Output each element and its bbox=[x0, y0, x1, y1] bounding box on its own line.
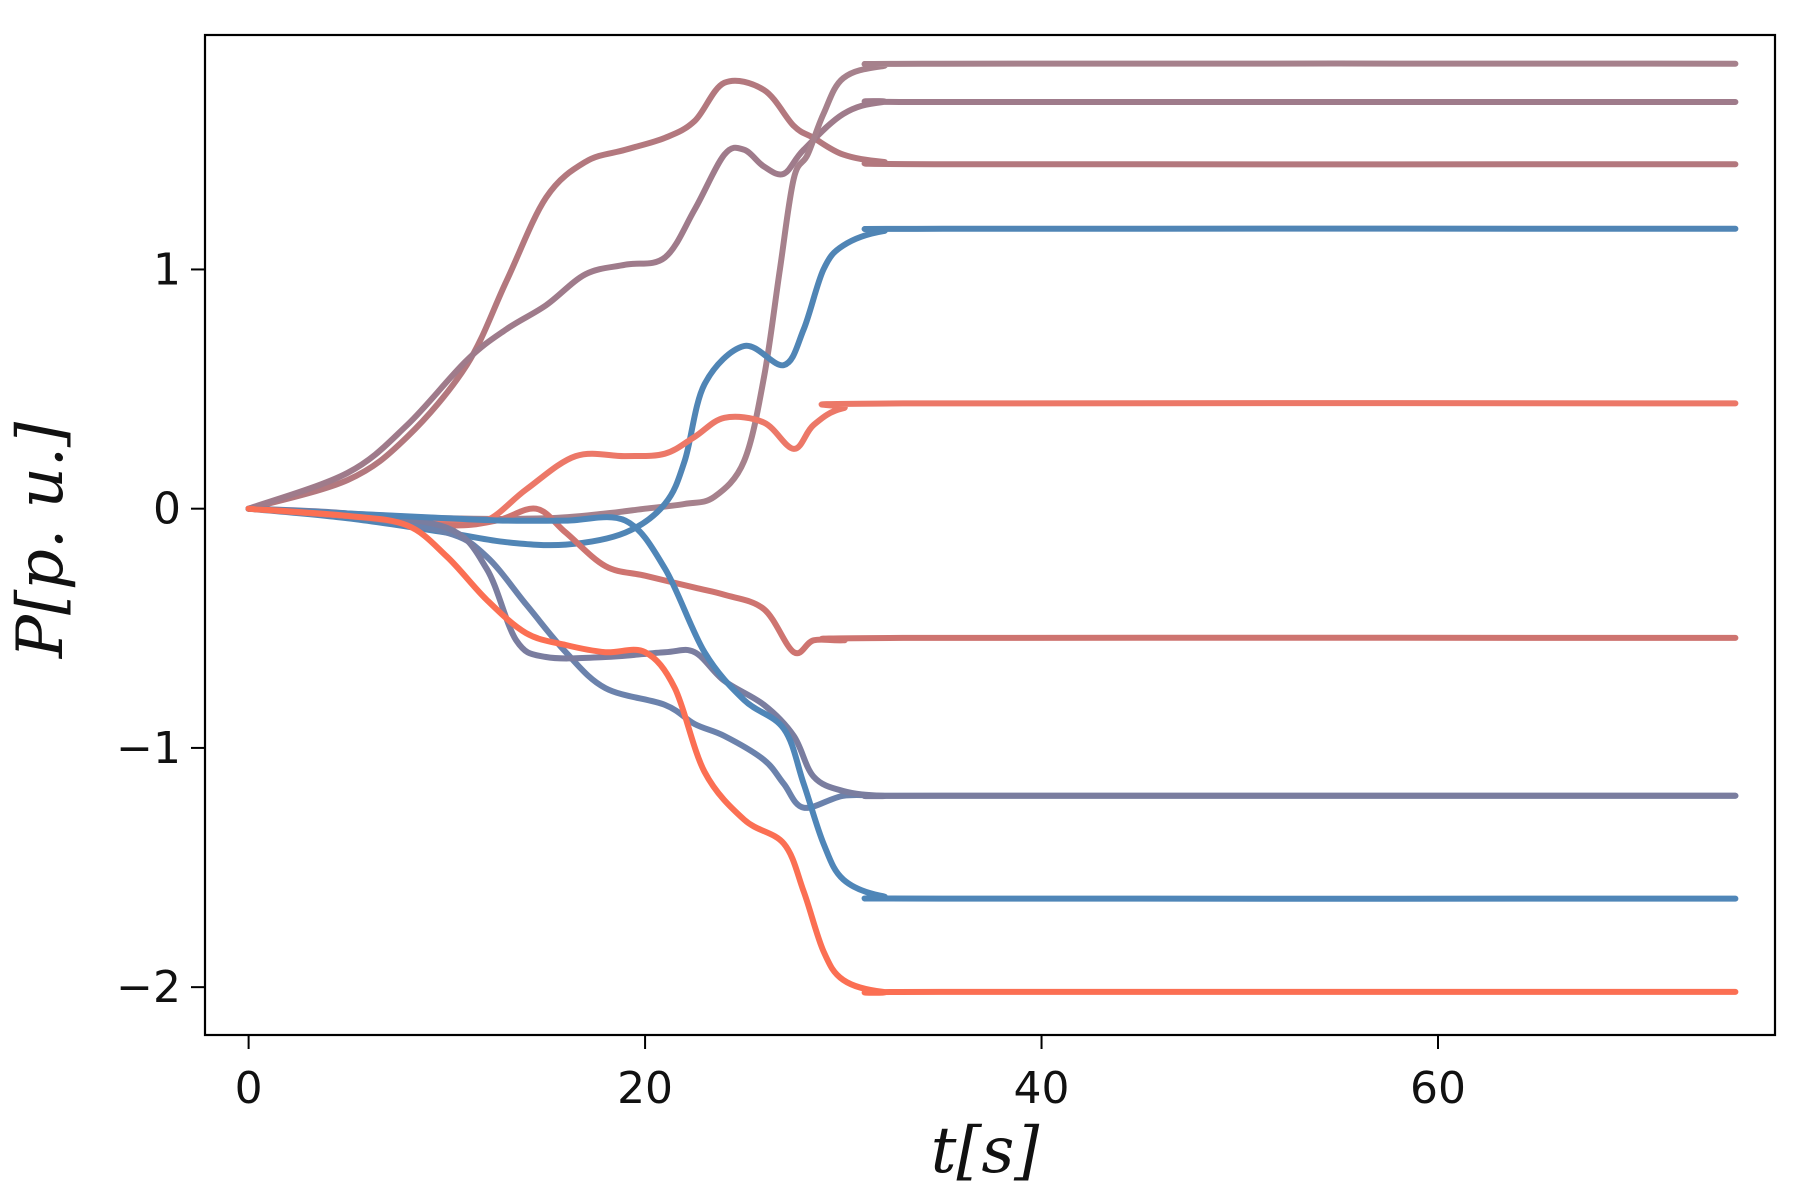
series-line-2 bbox=[245, 98, 1739, 512]
x-axis: 0 20 40 60 bbox=[235, 1035, 1466, 1114]
x-tick-label: 20 bbox=[617, 1063, 673, 1114]
x-tick-label: 0 bbox=[235, 1063, 263, 1114]
series-line-8 bbox=[245, 505, 1739, 800]
series-line-4 bbox=[245, 225, 1739, 549]
x-axis-label: t[s] bbox=[931, 1114, 1041, 1188]
series-line-7 bbox=[245, 505, 1739, 811]
y-tick-label: 1 bbox=[153, 244, 181, 295]
y-axis: −2 −1 0 1 bbox=[116, 244, 205, 1013]
plot-frame bbox=[203, 33, 1777, 1037]
x-tick-label: 60 bbox=[1410, 1063, 1466, 1114]
series-line-5 bbox=[245, 400, 1739, 528]
series-line-3 bbox=[245, 60, 1739, 522]
y-tick-label: 0 bbox=[153, 484, 181, 535]
y-tick-label: −2 bbox=[116, 962, 181, 1013]
y-tick-label: −1 bbox=[116, 723, 181, 774]
y-axis-label: P[p. u.] bbox=[4, 421, 78, 659]
series-line-9 bbox=[245, 505, 1739, 902]
series-line-6 bbox=[245, 505, 1739, 657]
series-line-1 bbox=[245, 77, 1739, 512]
x-tick-label: 40 bbox=[1014, 1063, 1070, 1114]
series-layer bbox=[245, 60, 1739, 996]
series-line-10 bbox=[245, 505, 1739, 996]
